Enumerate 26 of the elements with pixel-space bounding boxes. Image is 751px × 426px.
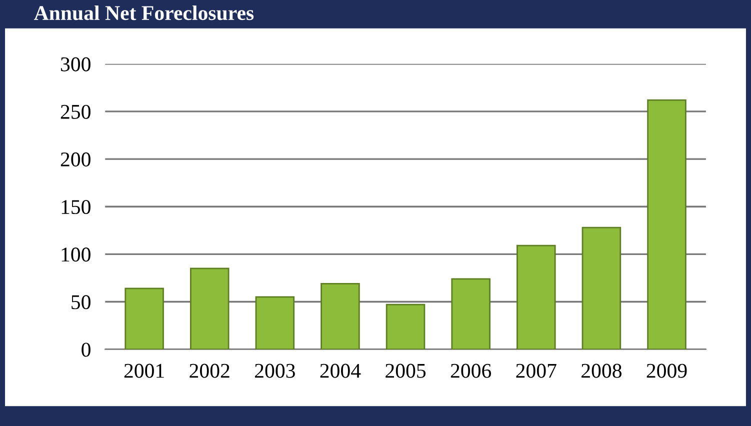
bar [255, 296, 295, 350]
y-tick-label: 300 [60, 57, 90, 72]
y-tick-label: 50 [72, 295, 90, 310]
x-tick-label: 2009 [646, 364, 687, 378]
bar [124, 288, 164, 350]
y-tick-label: 0 [82, 342, 90, 357]
x-tick-label: 2003 [255, 364, 295, 378]
x-tick-label: 2002 [190, 364, 230, 378]
x-tick-label: 2005 [386, 364, 426, 378]
bar [647, 99, 686, 350]
x-tick-label: 2007 [516, 364, 556, 378]
x-tick-label: 2006 [450, 364, 492, 378]
bar [386, 304, 426, 350]
bar [516, 244, 556, 350]
chart-title: Annual Net Foreclosures [34, 5, 254, 20]
y-tick-label: 150 [62, 200, 90, 214]
x-tick-label: 2004 [320, 364, 361, 378]
y-tick-label: 100 [62, 248, 90, 262]
x-tick-label: 2008 [582, 364, 622, 378]
x-tick-label: 2001 [124, 364, 164, 378]
y-tick-label: 200 [60, 152, 90, 166]
bar [451, 278, 490, 350]
bar [582, 226, 622, 350]
y-tick-label: 250 [60, 104, 90, 119]
bar [190, 268, 230, 350]
bar [320, 282, 360, 350]
